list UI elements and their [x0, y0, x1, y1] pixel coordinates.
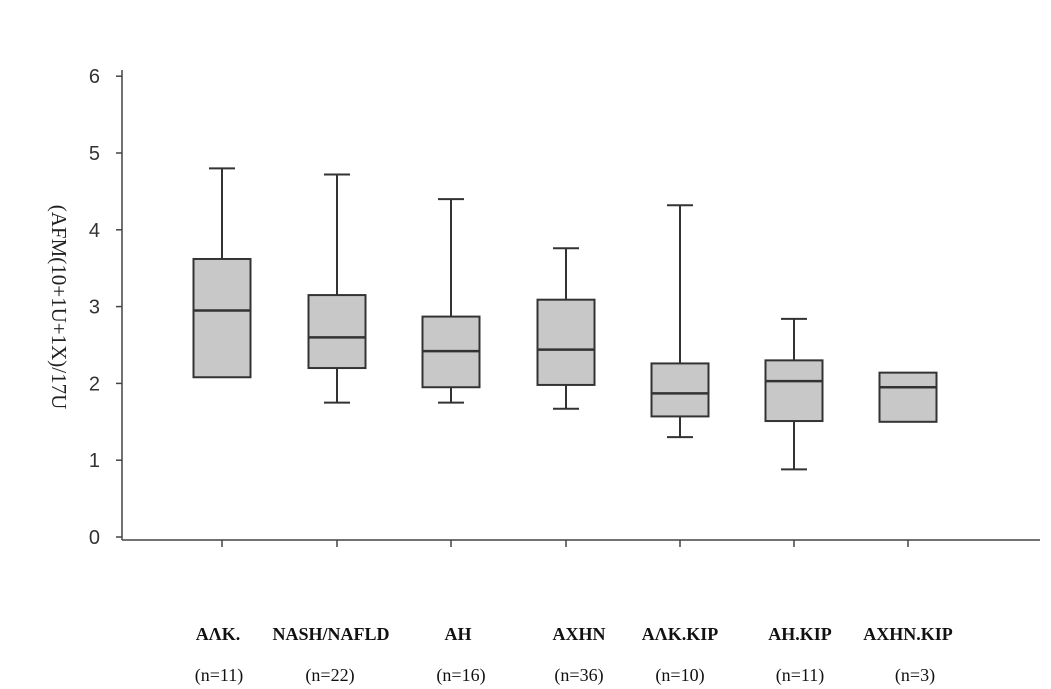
sample-size-label: (n=10)	[655, 665, 704, 686]
sample-size-label: (n=11)	[776, 665, 824, 686]
iqr-box	[650, 362, 710, 418]
category-label: AH	[445, 624, 472, 644]
box-2	[307, 173, 367, 547]
y-tick-label: 0	[89, 527, 100, 549]
y-tick-label: 6	[89, 66, 100, 88]
category-label: AXHN.KIP	[863, 624, 953, 644]
sample-size-label: (n=36)	[554, 665, 603, 686]
category-label: NASH/NAFLD	[272, 624, 389, 644]
iqr-box	[536, 298, 596, 386]
y-axis-label: (AFM(10+1U+1X)/17U	[47, 205, 71, 410]
sample-size-label: (n=22)	[305, 665, 354, 686]
sample-size-label: (n=16)	[436, 665, 485, 686]
y-tick-label: 1	[89, 450, 100, 472]
box-1	[192, 167, 252, 547]
box-7	[878, 371, 938, 547]
category-labels: AΛK. NASH/NAFLD AH AXHN AΛK.KIP AH.KIP AXHN.KI…	[195, 624, 953, 686]
y-ticks: 0 1 2 3 4 5 6	[89, 66, 122, 549]
boxes	[192, 167, 938, 547]
box-4	[536, 247, 596, 547]
box-5	[650, 204, 710, 547]
y-tick-label: 3	[89, 297, 100, 319]
category-label: AΛK.KIP	[642, 624, 718, 644]
y-tick-label: 4	[89, 220, 100, 242]
sample-size-label: (n=11)	[195, 665, 243, 686]
iqr-box	[764, 359, 824, 423]
category-label: AH.KIP	[768, 624, 832, 644]
y-tick-label: 5	[89, 143, 100, 165]
box-3	[421, 198, 481, 547]
sample-size-label: (n=3)	[895, 665, 935, 686]
category-label: AΛK.	[196, 624, 240, 644]
iqr-box	[878, 371, 938, 423]
y-tick-label: 2	[89, 373, 100, 395]
box-6	[764, 317, 824, 547]
iqr-box	[307, 294, 367, 370]
category-label: AXHN	[553, 624, 606, 644]
iqr-box	[192, 257, 252, 379]
